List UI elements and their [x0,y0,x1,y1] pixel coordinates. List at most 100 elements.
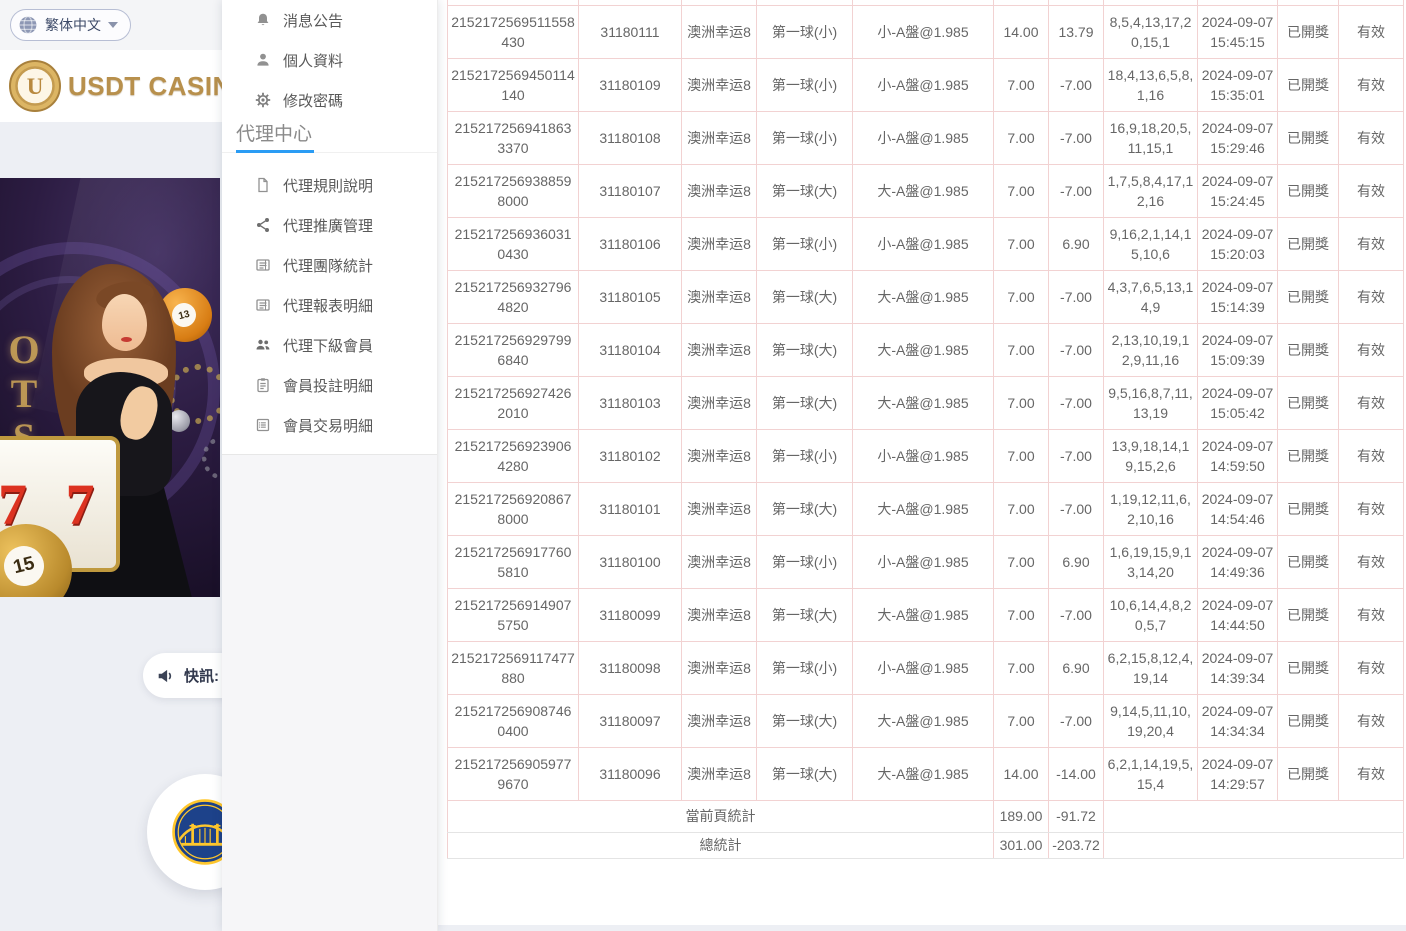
cell-result: 6,2,15,8,12,4,19,14 [1103,640,1198,695]
summary-label: 當前頁統計 [447,799,994,833]
cell-game: 澳洲幸运8 [681,640,757,695]
file-icon [255,177,271,193]
cell-play: 第一球(大) [756,163,853,218]
cell-valid: 有效 [1338,216,1404,271]
sidebar-item-代理規則說明[interactable]: 代理規則說明 [222,165,437,205]
cell-valid: 有效 [1338,110,1404,165]
cell-amount: 7.00 [993,534,1049,589]
sidebar-item-代理下級會員[interactable]: 代理下級會員 [222,325,437,365]
cell-order_no: 2152172569388598000 [447,163,579,218]
cell-time: 2024-09-07 14:39:34 [1197,640,1278,695]
cell-game: 澳洲幸运8 [681,746,757,801]
cell-amount: 14.00 [993,4,1049,59]
cell-result: 9,14,5,11,10,19,20,4 [1103,693,1198,748]
cell-time: 2024-09-07 15:20:03 [1197,216,1278,271]
cell-status: 已開獎 [1277,534,1339,589]
cell-valid: 有效 [1338,322,1404,377]
cell-period: 31180108 [578,110,682,165]
cell-status: 已開獎 [1277,640,1339,695]
brand-title: USDT CASINO [68,70,253,101]
cell-play: 第一球(大) [756,587,853,642]
table-row: 2152172569059779670 31180096 澳洲幸运8 第一球(大) 大-… [447,746,1404,801]
table-row: 2152172569087460400 31180097 澳洲幸运8 第一球(大) 大-… [447,693,1404,748]
agent-center-header: 代理中心 [222,122,437,153]
cell-content: 大-A盤@1.985 [852,269,994,324]
cell-order_no: 2152172569511558430 [447,4,579,59]
cell-valid: 有效 [1338,481,1404,536]
cell-content: 大-A盤@1.985 [852,693,994,748]
sidebar-item-label: 代理推廣管理 [283,217,374,235]
cell-play: 第一球(大) [756,746,853,801]
cell-result: 9,16,2,1,14,15,10,6 [1103,216,1198,271]
clipboard-icon [255,377,271,393]
model-face [102,294,147,351]
sidebar-item-修改密碼[interactable]: 修改密碼 [222,80,437,120]
table-row: 2152172569511558430 31180111 澳洲幸运8 第一球(小) 小-… [447,4,1404,59]
table-row: 2152172569117477880 31180098 澳洲幸运8 第一球(小) 小-… [447,640,1404,695]
language-selector[interactable]: 繁体中文 [10,9,131,41]
cell-order_no: 2152172569418633370 [447,110,579,165]
cell-amount: 7.00 [993,163,1049,218]
cell-status: 已開獎 [1277,269,1339,324]
sidebar-item-消息公告[interactable]: 消息公告 [222,0,437,40]
cell-content: 大-A盤@1.985 [852,163,994,218]
cell-status: 已開獎 [1277,587,1339,642]
top-bar: 繁体中文 [0,0,222,50]
sidebar-item-代理團隊統計[interactable]: 代理團隊統計 [222,245,437,285]
sidebar-item-代理報表明細[interactable]: 代理報表明細 [222,285,437,325]
cell-win_loss: -7.00 [1048,428,1104,483]
cell-period: 31180105 [578,269,682,324]
sidebar-item-會員投註明細[interactable]: 會員投註明細 [222,365,437,405]
cell-win_loss: -7.00 [1048,322,1104,377]
cell-period: 31180104 [578,322,682,377]
cell-play: 第一球(大) [756,693,853,748]
cell-order_no: 2152172569327964820 [447,269,579,324]
cell-game: 澳洲幸运8 [681,693,757,748]
table-row: 2152172569327964820 31180105 澳洲幸运8 第一球(大) 大-… [447,269,1404,324]
cell-win_loss: -14.00 [1048,746,1104,801]
cell-content: 小-A盤@1.985 [852,216,994,271]
chevron-down-icon [108,22,118,28]
cell-content: 大-A盤@1.985 [852,481,994,536]
cell-time: 2024-09-07 14:34:34 [1197,693,1278,748]
cell-amount: 14.00 [993,746,1049,801]
cell-content: 大-A盤@1.985 [852,746,994,801]
cell-amount: 7.00 [993,216,1049,271]
share-icon [255,217,271,233]
cell-valid: 有效 [1338,269,1404,324]
sidebar-item-代理推廣管理[interactable]: 代理推廣管理 [222,205,437,245]
cell-valid: 有效 [1338,640,1404,695]
agent-center-title: 代理中心 [236,124,313,145]
sidebar-menu-card: 消息公告 個人資料 修改密碼 代理中心 代理規則說明代理推廣管理代理團隊統計 代理報表… [222,0,437,455]
sidebar-item-個人資料[interactable]: 個人資料 [222,40,437,80]
cell-content: 小-A盤@1.985 [852,4,994,59]
summary-amount: 301.00 [993,831,1049,859]
cell-time: 2024-09-07 15:35:01 [1197,57,1278,112]
cell-play: 第一球(大) [756,481,853,536]
cell-valid: 有效 [1338,693,1404,748]
cell-status: 已開獎 [1277,428,1339,483]
language-label: 繁体中文 [45,17,101,33]
cell-result: 13,9,18,14,19,15,2,6 [1103,428,1198,483]
table-row: 2152172569450114140 31180109 澳洲幸运8 第一球(小) 小-… [447,57,1404,112]
cell-valid: 有效 [1338,746,1404,801]
cell-amount: 7.00 [993,57,1049,112]
cell-win_loss: -7.00 [1048,693,1104,748]
cell-win_loss: -7.00 [1048,269,1104,324]
cell-game: 澳洲幸运8 [681,163,757,218]
cell-content: 大-A盤@1.985 [852,587,994,642]
table-row: 2152172569149075750 31180099 澳洲幸运8 第一球(大) 大-… [447,587,1404,642]
table-row: 2152172569177605810 31180100 澳洲幸运8 第一球(小) 小-… [447,534,1404,589]
list-icon [255,417,271,433]
cell-result: 1,6,19,15,9,13,14,20 [1103,534,1198,589]
cell-amount: 7.00 [993,428,1049,483]
table-row: 2152172569418633370 31180108 澳洲幸运8 第一球(小) 小-… [447,110,1404,165]
cell-time: 2024-09-07 14:44:50 [1197,587,1278,642]
globe-icon [18,15,38,35]
sidebar-item-會員交易明細[interactable]: 會員交易明細 [222,405,437,445]
cell-status: 已開獎 [1277,4,1339,59]
cell-time: 2024-09-07 14:59:50 [1197,428,1278,483]
cell-content: 大-A盤@1.985 [852,322,994,377]
cell-win_loss: -7.00 [1048,110,1104,165]
cell-period: 31180101 [578,481,682,536]
